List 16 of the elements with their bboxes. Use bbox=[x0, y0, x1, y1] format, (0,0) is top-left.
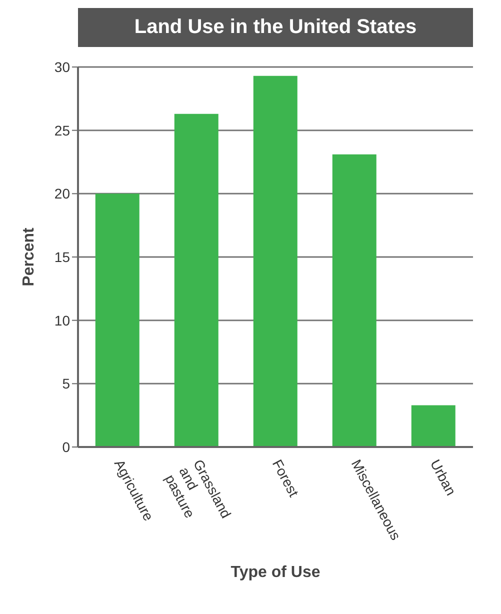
x-tick-label: Urban bbox=[427, 456, 460, 498]
bar bbox=[174, 114, 218, 447]
y-tick-label: 25 bbox=[54, 122, 70, 138]
y-axis-title: Percent bbox=[20, 226, 38, 286]
y-tick-label: 10 bbox=[54, 312, 70, 328]
x-axis-title: Type of Use bbox=[230, 564, 320, 581]
bar bbox=[253, 76, 298, 447]
y-tick-label: 20 bbox=[54, 186, 70, 202]
y-tick-label: 15 bbox=[54, 248, 70, 265]
bar bbox=[95, 194, 140, 447]
y-tick-label: 5 bbox=[62, 376, 70, 392]
y-tick-label: 30 bbox=[54, 58, 70, 75]
y-tick-label: 0 bbox=[62, 438, 70, 455]
bar bbox=[411, 405, 456, 447]
chart-title: Land Use in the United States bbox=[78, 8, 473, 47]
bar bbox=[332, 154, 376, 447]
